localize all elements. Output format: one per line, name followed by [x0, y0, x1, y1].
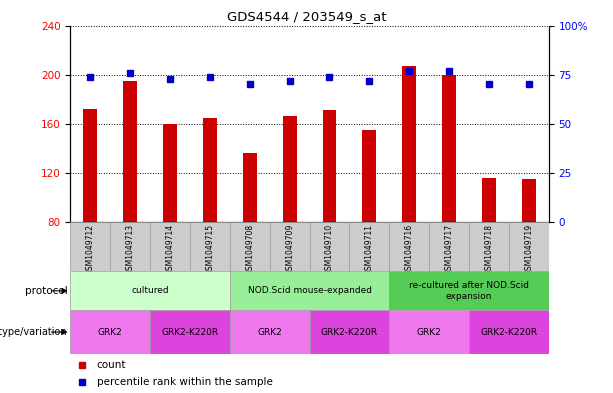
Text: genotype/variation: genotype/variation	[0, 327, 67, 337]
Text: GSM1049719: GSM1049719	[524, 224, 533, 275]
Text: GSM1049708: GSM1049708	[245, 224, 254, 275]
Bar	[230, 222, 270, 271]
Bar	[70, 310, 150, 354]
Text: percentile rank within the sample: percentile rank within the sample	[97, 377, 273, 387]
Text: GRK2-K220R: GRK2-K220R	[161, 328, 219, 336]
Text: GSM1049715: GSM1049715	[205, 224, 215, 275]
Bar	[469, 222, 509, 271]
Text: GSM1049711: GSM1049711	[365, 224, 374, 275]
Bar	[150, 310, 230, 354]
Text: GDS4544 / 203549_s_at: GDS4544 / 203549_s_at	[227, 10, 386, 23]
Text: cultured: cultured	[131, 286, 169, 295]
Text: GSM1049709: GSM1049709	[285, 224, 294, 275]
Text: re-cultured after NOD.Scid
expansion: re-cultured after NOD.Scid expansion	[409, 281, 529, 301]
Bar	[190, 222, 230, 271]
Bar	[150, 222, 190, 271]
Text: GRK2: GRK2	[257, 328, 282, 336]
Text: GSM1049717: GSM1049717	[444, 224, 454, 275]
Bar	[270, 222, 310, 271]
Text: GSM1049718: GSM1049718	[484, 224, 493, 275]
Bar	[83, 109, 97, 222]
Bar	[283, 116, 297, 222]
Bar	[402, 66, 416, 222]
Bar	[469, 310, 549, 354]
Bar	[429, 222, 469, 271]
Bar	[110, 222, 150, 271]
Bar	[230, 271, 389, 310]
Bar	[482, 178, 496, 222]
Bar	[310, 222, 349, 271]
Text: GRK2: GRK2	[98, 328, 123, 336]
Bar	[163, 124, 177, 222]
Text: GSM1049712: GSM1049712	[86, 224, 95, 275]
Bar	[389, 271, 549, 310]
Bar	[522, 179, 536, 222]
Text: count: count	[97, 360, 126, 370]
Text: GSM1049710: GSM1049710	[325, 224, 334, 275]
Text: GSM1049716: GSM1049716	[405, 224, 414, 275]
Bar	[123, 81, 137, 222]
Text: GSM1049714: GSM1049714	[166, 224, 175, 275]
Text: GRK2-K220R: GRK2-K220R	[321, 328, 378, 336]
Bar	[70, 271, 230, 310]
Bar	[389, 310, 469, 354]
Bar	[310, 310, 389, 354]
Text: NOD.Scid mouse-expanded: NOD.Scid mouse-expanded	[248, 286, 371, 295]
Bar	[362, 130, 376, 222]
Text: GSM1049713: GSM1049713	[126, 224, 135, 275]
Bar	[70, 222, 110, 271]
Bar	[349, 222, 389, 271]
Bar	[442, 75, 456, 222]
Text: GRK2: GRK2	[417, 328, 441, 336]
Bar	[243, 153, 257, 222]
Bar	[230, 310, 310, 354]
Text: GRK2-K220R: GRK2-K220R	[480, 328, 538, 336]
Bar	[509, 222, 549, 271]
Text: protocol: protocol	[25, 286, 67, 296]
Bar	[389, 222, 429, 271]
Bar	[203, 118, 217, 222]
Bar	[322, 110, 337, 222]
